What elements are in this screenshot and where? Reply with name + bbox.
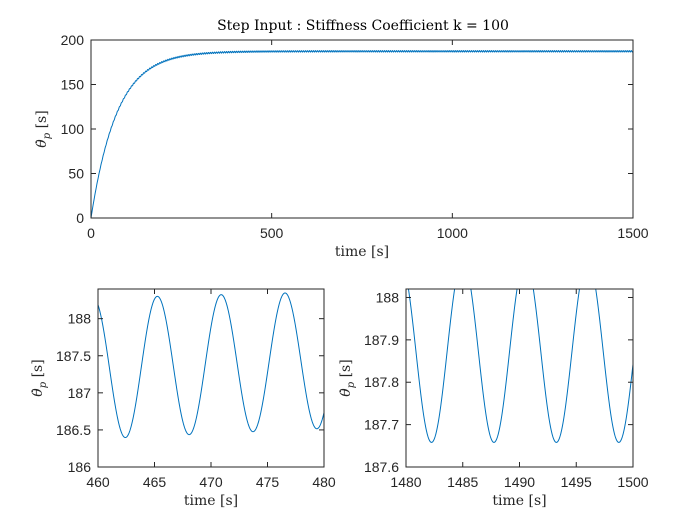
y-tick-label-top-2: 100 bbox=[61, 121, 85, 137]
axes-bottom-left: 460 465 470 475 480 186 186.5 187 187.5 188 time [… bbox=[30, 288, 336, 509]
x-tick-label-top-2: 1000 bbox=[437, 225, 468, 241]
x-axis-label-bottom-right: time [s] bbox=[492, 493, 546, 509]
y-tick-label-bottom-left-3: 187.5 bbox=[56, 348, 91, 364]
y-axis-symbol: θ̇ bbox=[30, 388, 46, 397]
y-tick-label-bottom-left-4: 188 bbox=[68, 311, 92, 327]
y-axis-unit: [s] bbox=[34, 110, 50, 133]
x-tick-label-bottom-left-0: 460 bbox=[86, 474, 110, 490]
x-tick-label-bottom-right-2: 1490 bbox=[504, 474, 535, 490]
x-tick-label-bottom-right-1: 1485 bbox=[447, 474, 478, 490]
y-axis-label-bottom-right: θ̇p [s] bbox=[338, 359, 357, 396]
x-tick-label-bottom-right-0: 1480 bbox=[390, 474, 421, 490]
y-tick-label-bottom-right-1: 187.7 bbox=[364, 417, 399, 433]
y-tick-label-bottom-right-3: 187.9 bbox=[364, 332, 399, 348]
y-tick-label-top-3: 150 bbox=[61, 77, 85, 93]
axes-bottom-right: 1480 1485 1490 1495 1500 187.6 187.7 187.8 187.9… bbox=[338, 288, 649, 509]
y-tick-label-bottom-left-1: 186.5 bbox=[56, 422, 91, 438]
y-axis-symbol: θ̇ bbox=[34, 139, 50, 148]
y-tick-label-bottom-right-4: 188 bbox=[376, 289, 400, 305]
x-tick-label-bottom-left-4: 480 bbox=[312, 474, 336, 490]
y-axis-subscript: p bbox=[42, 132, 53, 139]
series-line-bottom-left-0 bbox=[98, 292, 324, 439]
x-axis-label-bottom-left: time [s] bbox=[184, 493, 238, 509]
y-tick-label-bottom-left-2: 187 bbox=[68, 385, 92, 401]
y-tick-label-bottom-right-2: 187.8 bbox=[364, 374, 399, 390]
y-tick-label-bottom-right-0: 187.6 bbox=[364, 459, 399, 475]
y-axis-unit: [s] bbox=[30, 359, 46, 382]
x-tick-label-bottom-right-3: 1495 bbox=[561, 474, 592, 490]
y-axis-unit: [s] bbox=[338, 359, 354, 382]
x-tick-label-bottom-left-2: 470 bbox=[199, 474, 223, 490]
y-tick-label-bottom-left-0: 186 bbox=[68, 459, 92, 475]
x-tick-label-top-3: 1500 bbox=[617, 225, 648, 241]
y-tick-label-top-4: 200 bbox=[61, 32, 85, 48]
y-tick-label-top-0: 0 bbox=[76, 210, 84, 226]
y-axis-label-top: θ̇p [s] bbox=[34, 110, 53, 147]
y-axis-subscript: p bbox=[38, 381, 49, 388]
series-line-top-0 bbox=[91, 50, 633, 218]
x-tick-label-top-1: 500 bbox=[260, 225, 284, 241]
x-axis-label-top: time [s] bbox=[335, 244, 389, 260]
axes-top: 0 500 1000 1500 0 50 100 150 200 time [s] θ̇p [s] bbox=[34, 32, 649, 260]
y-axis-subscript: p bbox=[346, 381, 357, 388]
y-tick-label-top-1: 50 bbox=[68, 166, 84, 182]
y-axis-label-bottom-left: θ̇p [s] bbox=[30, 359, 49, 396]
chart-title: Step Input : Stiffness Coefficient k = 1… bbox=[217, 18, 509, 34]
series-line-bottom-right-0 bbox=[407, 289, 633, 443]
x-tick-label-top-0: 0 bbox=[87, 225, 95, 241]
x-tick-label-bottom-left-3: 475 bbox=[256, 474, 280, 490]
y-axis-symbol: θ̇ bbox=[338, 388, 354, 397]
x-tick-label-bottom-left-1: 465 bbox=[143, 474, 167, 490]
x-tick-label-bottom-right-4: 1500 bbox=[617, 474, 648, 490]
